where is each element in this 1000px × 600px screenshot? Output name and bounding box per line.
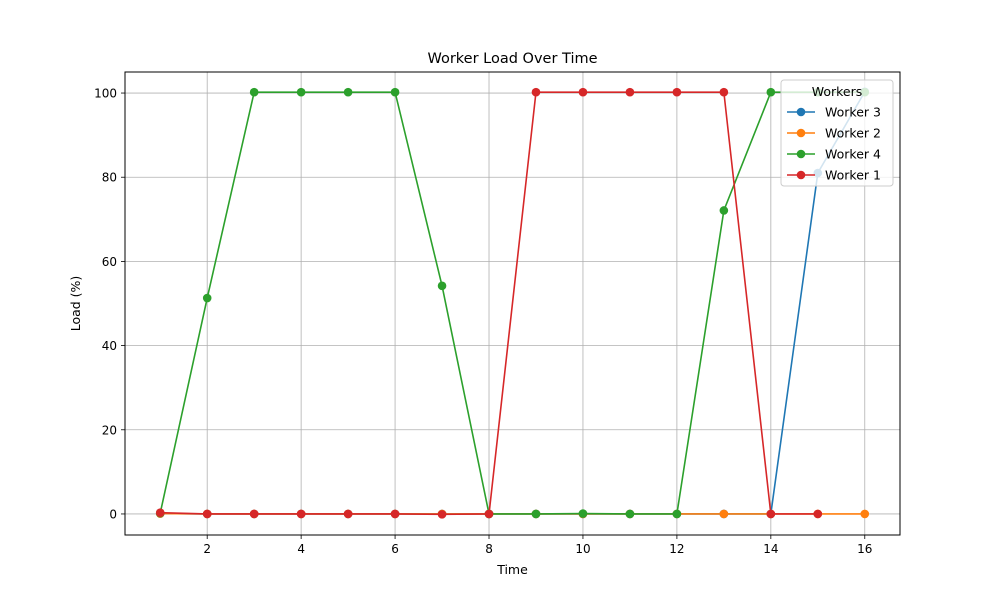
legend-items: Worker 3 Worker 2 Worker 4 Worker 1: [787, 105, 881, 183]
x-tick-label: 10: [575, 542, 590, 556]
x-tick-label: 2: [203, 542, 211, 556]
data-point: [343, 87, 353, 97]
plot-area: [124, 71, 901, 536]
y-tick-label: 40: [102, 339, 117, 353]
data-point: [719, 87, 729, 97]
data-point: [766, 509, 776, 519]
series-line: [159, 91, 865, 515]
data-point: [813, 509, 823, 519]
series-worker-1: [155, 87, 823, 519]
data-point: [766, 87, 776, 97]
data-point: [296, 87, 306, 97]
data-point: [578, 87, 588, 97]
data-point: [202, 509, 212, 519]
data-point: [249, 87, 259, 97]
x-tick-label: 12: [669, 542, 684, 556]
x-tick-label: 6: [391, 542, 399, 556]
data-point: [202, 293, 212, 303]
data-point: [860, 509, 870, 519]
data-point: [155, 508, 165, 517]
legend: Workers Worker 3 Worker 2 Worker 4 Worker 1: [780, 79, 894, 187]
data-point: [249, 509, 259, 519]
legend-marker: [796, 107, 806, 117]
data-point: [343, 509, 353, 519]
x-tick-label: 14: [763, 542, 778, 556]
series-layer: [155, 87, 870, 519]
data-point: [531, 87, 541, 97]
data-point: [531, 509, 541, 519]
y-tick-label: 20: [102, 423, 117, 437]
legend-item: Worker 3: [787, 105, 881, 120]
y-tick-label: 0: [109, 507, 117, 521]
data-point: [719, 206, 729, 215]
data-point: [719, 509, 729, 519]
data-point: [296, 509, 306, 519]
legend-item: Worker 2: [787, 126, 881, 141]
legend-label: Worker 4: [825, 147, 881, 162]
x-tick-label: 16: [857, 542, 872, 556]
data-point: [672, 87, 682, 97]
legend-label: Worker 2: [825, 126, 881, 141]
legend-marker: [796, 128, 806, 138]
data-point: [390, 87, 400, 97]
data-point: [437, 510, 447, 519]
data-point: [672, 509, 682, 519]
legend-marker: [796, 170, 806, 180]
y-tick-label: 80: [102, 171, 117, 185]
y-tick-label: 60: [102, 255, 117, 269]
legend-box: [780, 79, 894, 187]
y-axis-label: Load (%): [68, 276, 83, 332]
legend-label: Worker 3: [825, 105, 881, 120]
legend-item: Worker 1: [787, 168, 881, 183]
axis-ticks: 2 4 6 8 10 12 14 16 0 20 40 60 80 100: [94, 87, 872, 556]
data-point: [578, 509, 588, 518]
legend-label: Worker 1: [825, 168, 881, 183]
legend-title: Workers: [812, 84, 863, 99]
data-point: [625, 87, 635, 97]
x-tick-label: 8: [485, 542, 493, 556]
y-tick-label: 100: [94, 87, 117, 101]
x-tick-label: 4: [297, 542, 305, 556]
data-point: [437, 281, 447, 291]
data-point: [625, 509, 635, 519]
chart-title: Worker Load Over Time: [427, 51, 597, 67]
legend-marker: [796, 149, 806, 159]
x-axis-label: Time: [496, 562, 528, 577]
legend-item: Worker 4: [787, 147, 881, 162]
data-point: [484, 509, 494, 519]
data-point: [390, 509, 400, 519]
